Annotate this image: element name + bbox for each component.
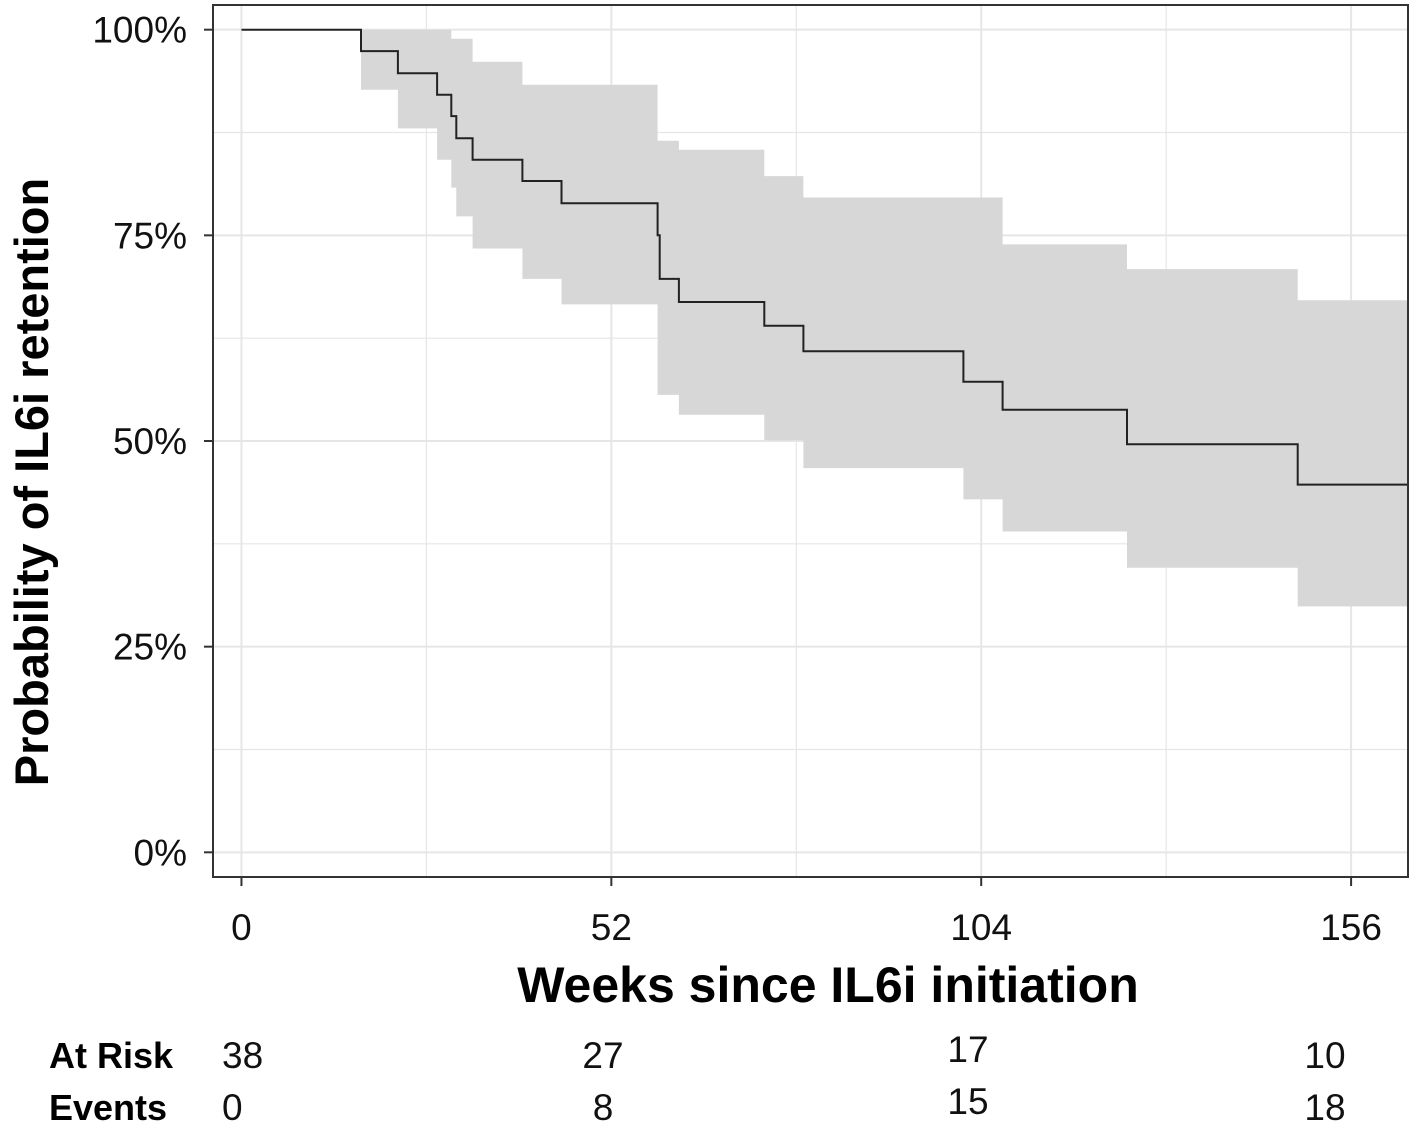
y-tick-label: 100% [92,10,187,51]
risk-value: 0 [222,1087,243,1128]
y-tick-label: 25% [113,627,187,668]
x-tick-label: 0 [231,907,252,948]
y-tick-label: 0% [134,832,187,873]
risk-value: 8 [593,1087,614,1128]
y-axis-title: Probability of IL6i retention [5,178,58,786]
risk-value: 17 [947,1029,988,1070]
survival-curve [241,28,1409,519]
axis-ticks: 0 52 104 156 0% 25% 50% 75% 100% [92,10,1382,948]
risk-value: 27 [582,1035,623,1076]
risk-value: 38 [222,1035,263,1076]
risk-value: 18 [1304,1087,1345,1128]
y-tick-label: 75% [113,215,187,256]
survival-step-line [241,28,1409,519]
x-tick-label: 104 [950,907,1012,948]
confidence-band [241,29,1408,642]
x-tick-label: 52 [591,907,632,948]
x-axis-title: Weeks since IL6i initiation [517,957,1138,1013]
confidence-band-area [241,29,1408,642]
risk-value: 10 [1304,1035,1345,1076]
risk-row-label: At Risk [49,1035,174,1076]
risk-row-label: Events [49,1087,167,1128]
risk-value: 15 [947,1081,988,1122]
risk-table: At Risk 38 27 17 10 Events 0 8 15 18 [49,1029,1346,1128]
y-tick-label: 50% [113,421,187,462]
x-tick-label: 156 [1320,907,1382,948]
